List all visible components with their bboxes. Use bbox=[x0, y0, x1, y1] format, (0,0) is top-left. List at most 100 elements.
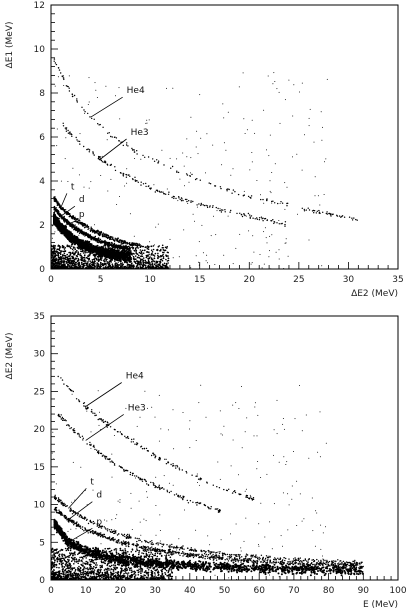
data-point bbox=[112, 265, 114, 268]
data-point bbox=[142, 267, 145, 269]
data-point bbox=[262, 198, 264, 201]
data-point bbox=[124, 185, 126, 187]
data-point bbox=[55, 200, 57, 202]
data-point bbox=[86, 257, 89, 259]
data-point bbox=[142, 257, 145, 259]
data-point bbox=[116, 248, 119, 250]
data-point bbox=[80, 265, 82, 268]
data-point bbox=[140, 263, 142, 266]
data-point bbox=[180, 200, 183, 202]
data-point bbox=[61, 75, 63, 77]
data-point bbox=[156, 261, 158, 263]
data-point bbox=[114, 262, 117, 265]
data-point bbox=[222, 103, 224, 105]
data-point bbox=[88, 101, 90, 103]
data-point bbox=[160, 265, 162, 267]
data-point bbox=[119, 247, 122, 249]
data-point bbox=[81, 257, 83, 260]
data-point bbox=[123, 245, 125, 247]
data-point bbox=[78, 245, 80, 247]
data-point bbox=[126, 241, 128, 244]
data-point bbox=[77, 251, 79, 253]
data-point bbox=[120, 241, 122, 243]
data-point bbox=[72, 267, 74, 269]
data-point bbox=[55, 266, 58, 269]
data-point bbox=[79, 253, 82, 255]
data-point bbox=[90, 226, 92, 228]
data-point bbox=[214, 264, 216, 265]
data-point bbox=[125, 144, 128, 146]
data-point bbox=[94, 235, 97, 238]
data-point bbox=[135, 262, 137, 265]
data-point bbox=[63, 252, 66, 255]
data-point bbox=[281, 222, 283, 225]
data-point bbox=[56, 212, 59, 214]
data-point bbox=[51, 260, 53, 262]
data-point bbox=[132, 244, 134, 246]
data-point bbox=[84, 251, 86, 254]
data-point bbox=[117, 241, 120, 243]
data-point bbox=[243, 194, 245, 197]
data-point bbox=[145, 256, 148, 259]
data-point bbox=[83, 260, 86, 263]
data-point bbox=[194, 220, 195, 222]
data-point bbox=[270, 192, 272, 194]
data-point bbox=[83, 145, 85, 148]
data-point bbox=[71, 243, 73, 246]
data-point bbox=[63, 85, 65, 86]
data-point bbox=[192, 200, 194, 203]
data-point bbox=[68, 255, 70, 257]
data-point bbox=[61, 268, 63, 269]
data-point bbox=[88, 151, 91, 153]
data-point bbox=[243, 190, 245, 192]
data-point bbox=[132, 265, 135, 268]
data-point bbox=[308, 209, 311, 211]
data-point bbox=[103, 235, 105, 238]
data-point bbox=[139, 266, 142, 268]
data-point bbox=[109, 164, 112, 166]
data-point bbox=[206, 133, 208, 135]
data-point bbox=[173, 197, 175, 200]
data-point bbox=[124, 254, 127, 257]
data-point bbox=[131, 149, 134, 151]
data-point bbox=[57, 262, 59, 264]
data-point bbox=[78, 230, 80, 232]
data-point bbox=[123, 247, 125, 250]
data-point bbox=[103, 249, 105, 252]
data-point bbox=[148, 253, 150, 256]
data-point bbox=[76, 221, 78, 223]
data-point bbox=[161, 244, 164, 247]
data-point bbox=[176, 171, 178, 173]
data-point bbox=[60, 217, 63, 219]
data-point bbox=[246, 129, 248, 131]
data-point bbox=[245, 215, 247, 217]
data-point bbox=[58, 213, 60, 215]
data-point bbox=[56, 145, 58, 147]
data-point bbox=[160, 267, 162, 269]
data-point bbox=[110, 135, 112, 138]
data-point bbox=[66, 268, 68, 269]
data-point bbox=[90, 261, 92, 264]
data-point bbox=[120, 266, 122, 269]
data-point bbox=[84, 254, 86, 256]
data-point bbox=[330, 215, 332, 217]
data-point bbox=[84, 247, 87, 249]
data-point bbox=[157, 254, 159, 257]
data-point bbox=[64, 254, 66, 257]
data-point bbox=[120, 252, 122, 254]
data-point bbox=[190, 172, 191, 174]
data-point bbox=[121, 245, 123, 248]
data-point bbox=[122, 172, 124, 175]
data-point bbox=[60, 257, 63, 259]
data-point bbox=[52, 257, 55, 260]
data-point bbox=[105, 241, 107, 243]
data-point bbox=[76, 260, 79, 262]
data-point bbox=[340, 216, 342, 218]
data-point bbox=[284, 182, 286, 184]
data-point bbox=[152, 248, 155, 251]
data-point bbox=[128, 246, 131, 248]
data-point bbox=[121, 262, 124, 264]
data-point bbox=[223, 254, 225, 256]
data-point bbox=[58, 249, 61, 251]
